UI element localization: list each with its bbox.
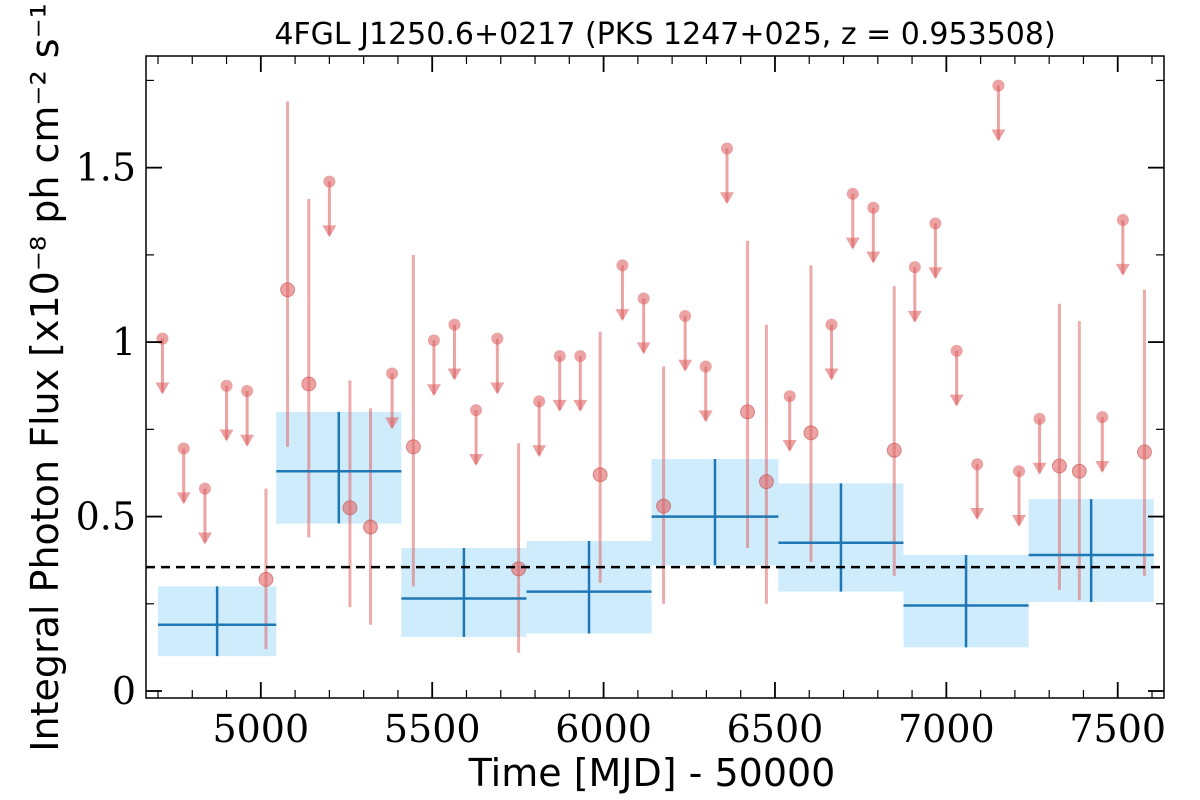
upper-limit-point — [867, 201, 880, 214]
chart-title: 4FGL J1250.6+0217 (PKS 1247+025, z = 0.9… — [274, 17, 1055, 52]
upper-limit-point — [971, 458, 984, 471]
upper-limit-point — [198, 482, 211, 495]
upper-limit-arrowhead — [322, 225, 337, 238]
upper-limit-point — [323, 175, 336, 188]
upper-limit-point — [1096, 411, 1109, 424]
y-tick-label: 1.5 — [76, 146, 136, 190]
plot-area: 5000 5500 6000 6500 7000 7500 0 0.5 1 1.5 — [76, 55, 1166, 751]
upper-limit-arrowhead — [678, 359, 693, 372]
data-point — [656, 498, 672, 514]
upper-limit-arrowhead — [845, 237, 860, 250]
upper-limit-arrowhead — [824, 368, 839, 381]
data-point — [258, 571, 274, 587]
y-axis-label: Integral Photon Flux [x10⁻⁸ ph cm⁻² s⁻¹] — [23, 0, 67, 752]
upper-limit-arrowhead — [447, 368, 462, 381]
upper-limit-arrowhead — [240, 434, 255, 447]
data-point — [803, 425, 819, 441]
upper-limit-arrowhead — [1032, 462, 1047, 475]
upper-limit-arrowhead — [176, 492, 191, 505]
data-point — [886, 442, 902, 458]
upper-limit-point — [929, 217, 942, 230]
upper-limit-arrowhead — [573, 399, 588, 412]
data-point — [592, 467, 608, 483]
upper-limit-arrowhead — [219, 429, 234, 442]
upper-limit-point — [241, 384, 254, 397]
upper-limit-arrowhead — [490, 382, 505, 395]
upper-limit-point — [533, 395, 546, 408]
x-axis-label: Time [MJD] - 50000 — [468, 751, 836, 795]
upper-limit-point — [427, 334, 440, 347]
x-tick-label: 6000 — [555, 707, 652, 751]
x-tick-label: 5000 — [212, 707, 309, 751]
upper-limit-point — [553, 350, 566, 363]
x-tick-label: 7000 — [898, 707, 995, 751]
upper-limit-point — [470, 404, 483, 417]
upper-limit-arrowhead — [970, 508, 985, 521]
upper-limit-point — [720, 142, 733, 155]
upper-limit-point — [574, 350, 587, 363]
data-point — [301, 376, 317, 392]
y-tick-label: 1 — [112, 320, 136, 364]
upper-limit-point — [1013, 465, 1026, 478]
upper-limit-arrowhead — [426, 384, 441, 397]
upper-limit-point — [386, 367, 399, 380]
x-tick-label: 6500 — [727, 707, 824, 751]
upper-limit-arrowhead — [991, 129, 1006, 142]
data-point — [280, 282, 296, 298]
data-point — [740, 404, 756, 420]
plot-frame — [145, 55, 1165, 699]
upper-limit-point — [616, 259, 629, 272]
upper-limit-arrowhead — [636, 342, 651, 355]
data-point — [342, 500, 358, 516]
upper-limit-point — [825, 318, 838, 331]
upper-limit-arrowhead — [949, 394, 964, 407]
upper-limit-point — [448, 318, 461, 331]
data-point — [1136, 444, 1152, 460]
upper-limit-arrowhead — [155, 382, 170, 395]
upper-limit-arrowhead — [719, 192, 734, 205]
upper-limit-point — [1116, 213, 1129, 226]
upper-limit-arrowhead — [469, 453, 484, 466]
upper-limit-arrowhead — [385, 417, 400, 430]
upper-limit-point — [1033, 412, 1046, 425]
upper-limit-point — [177, 442, 190, 455]
upper-limit-point — [846, 187, 859, 200]
upper-limit-point — [220, 379, 233, 392]
x-tick-label: 7500 — [1069, 707, 1166, 751]
upper-limit-point — [908, 261, 921, 274]
upper-limit-arrowhead — [552, 399, 567, 412]
upper-limit-arrowhead — [615, 309, 630, 322]
data-point — [1051, 458, 1067, 474]
data-point — [363, 519, 379, 535]
upper-limit-arrowhead — [782, 440, 797, 453]
y-tick-label: 0.5 — [76, 495, 136, 539]
upper-limit-arrowhead — [866, 251, 881, 264]
data-point — [758, 474, 774, 490]
data-point — [511, 561, 527, 577]
upper-limit-point — [699, 360, 712, 373]
upper-limit-arrowhead — [1095, 460, 1110, 473]
data-point — [1071, 463, 1087, 479]
upper-limit-arrowhead — [928, 267, 943, 280]
upper-limit-point — [950, 344, 963, 357]
upper-limit-point — [491, 332, 504, 345]
x-tick-label: 5500 — [384, 707, 481, 751]
upper-limit-arrowhead — [197, 532, 212, 545]
upper-limit-arrowhead — [532, 445, 547, 458]
upper-limit-point — [679, 309, 692, 322]
upper-limit-arrowhead — [698, 410, 713, 423]
upper-limit-point — [637, 292, 650, 305]
y-tick-label: 0 — [112, 669, 136, 713]
upper-limit-point — [992, 79, 1005, 92]
upper-limit-arrowhead — [1012, 515, 1027, 528]
data-point — [405, 439, 421, 455]
upper-limit-arrowhead — [1115, 263, 1130, 276]
upper-limit-point — [783, 390, 796, 403]
upper-limit-arrowhead — [907, 310, 922, 323]
